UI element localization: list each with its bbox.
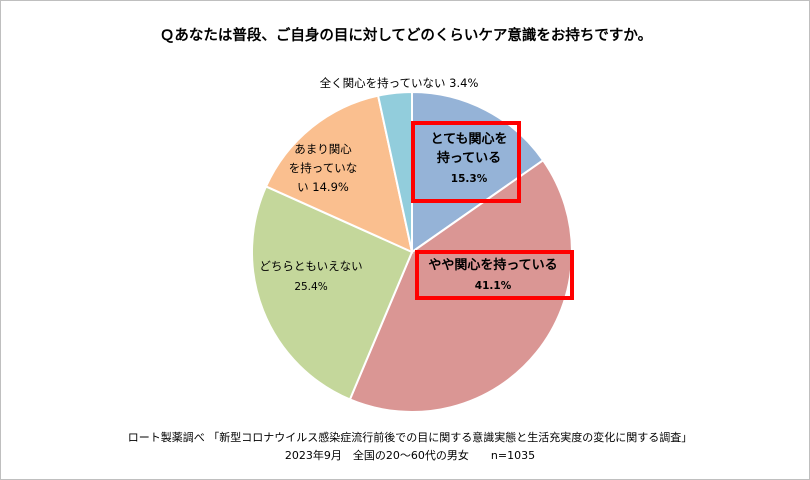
slice-label-3-line-0: あまり関心 <box>294 142 352 156</box>
highlight-box-1 <box>415 250 574 300</box>
pie-slices <box>251 90 573 413</box>
slice-label-0-line-0: とても関心を <box>431 132 508 147</box>
pie-slice-4 <box>376 90 413 253</box>
slice-label-3-line-2: い 14.9% <box>297 180 349 194</box>
source-line-1: ロート製薬調べ 「新型コロナウイルス感染症流行前後での目に関する意識実態と生活充… <box>128 430 693 444</box>
chart-title: Ｑあなたは普段、ご自身の目に対してどのくらいケア意識をお持ちですか。 <box>160 26 652 44</box>
source-line-2: 2023年9月 全国の20～60代の男女 n=1035 <box>285 448 535 462</box>
slice-label-3-line-1: を持っていな <box>289 161 357 175</box>
pie-slice-0 <box>411 90 545 254</box>
slice-label-4: 全く関心を持っていない 3.4% <box>320 76 479 90</box>
pie-slice-1 <box>348 158 573 413</box>
slice-value-0: 15.3% <box>451 173 488 185</box>
slice-label-0-line-1: 持っている <box>437 150 501 166</box>
slice-value-2: 25.4% <box>294 281 327 293</box>
highlight-box-0 <box>411 121 521 203</box>
pie-slice-2 <box>251 185 414 401</box>
slice-label-1-line-0: やや関心を持っている <box>428 257 557 273</box>
slice-label-2-line-0: どちらともいえない <box>259 259 362 273</box>
pie-slice-3 <box>264 94 414 254</box>
slice-value-1: 41.1% <box>475 280 512 292</box>
